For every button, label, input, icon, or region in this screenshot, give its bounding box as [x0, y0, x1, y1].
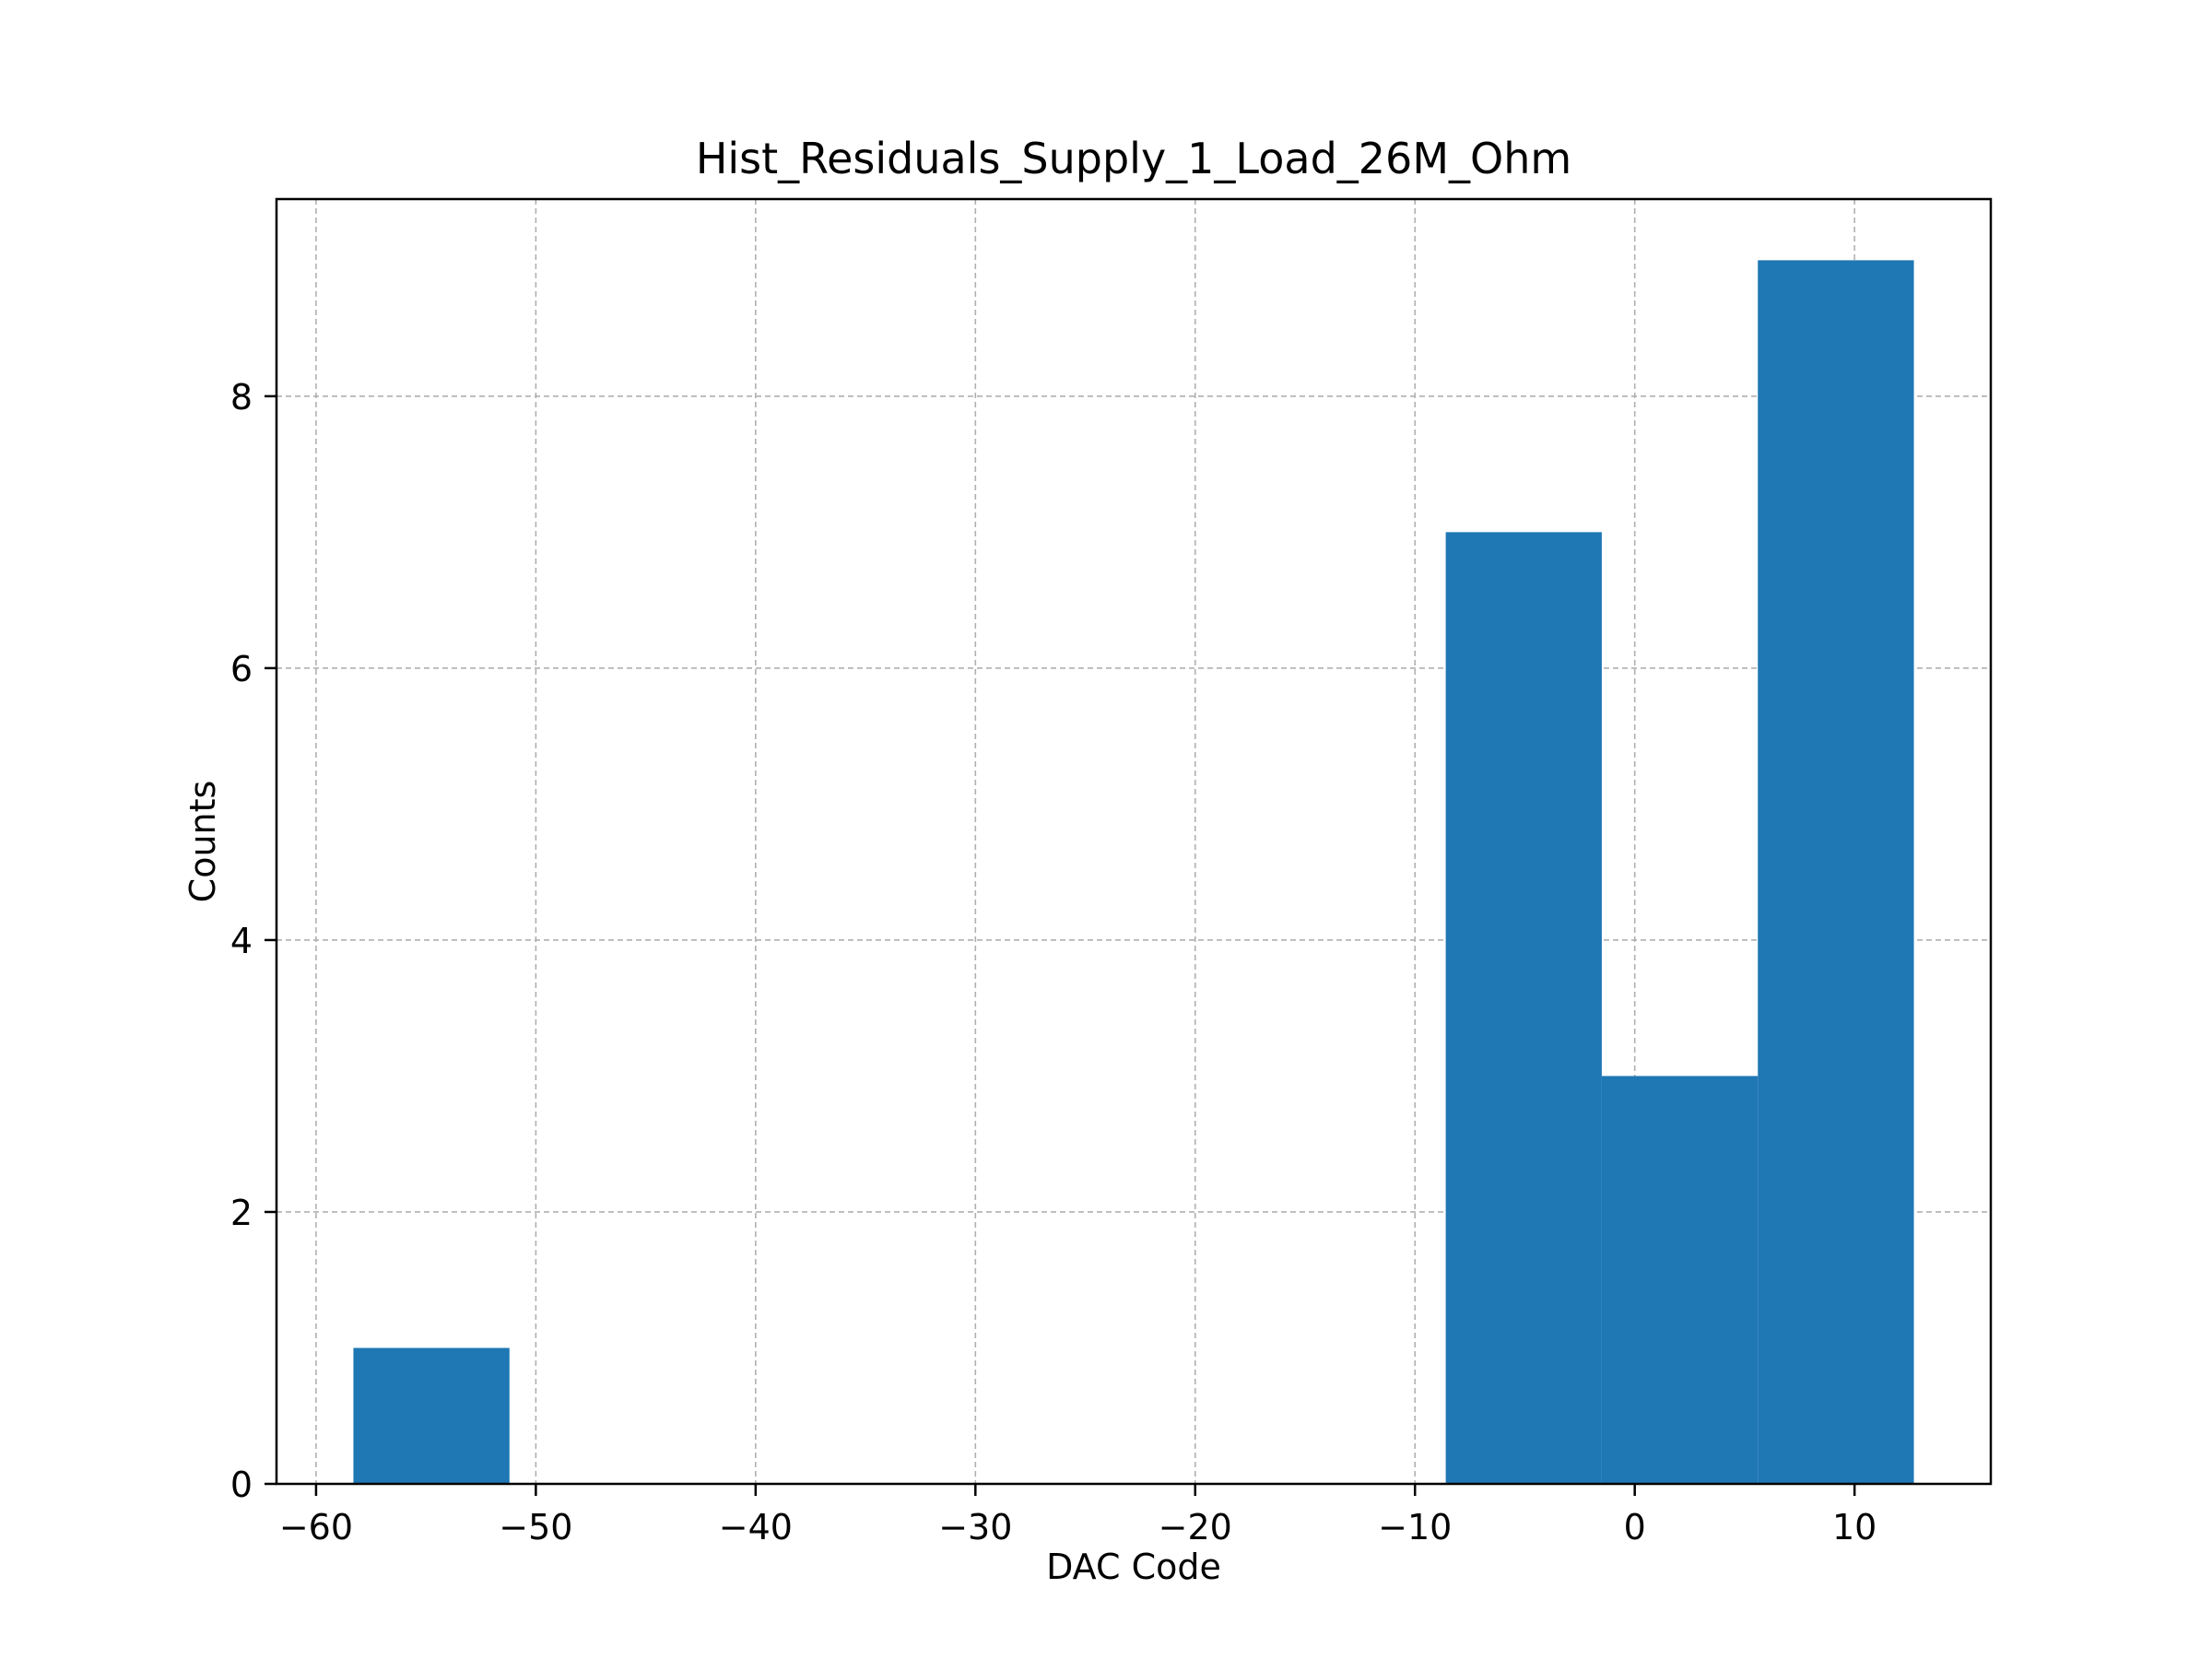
x-tick-label: 10 [1832, 1507, 1877, 1547]
y-tick-label: 2 [230, 1193, 253, 1233]
x-axis-ticks: −60 −50 −40 −30 −20 −10 0 10 [279, 1484, 1877, 1547]
y-axis-ticks: 0 2 4 6 8 [230, 377, 276, 1505]
y-tick-label: 0 [230, 1465, 253, 1505]
histogram-bar [353, 1347, 510, 1484]
plot-frame [275, 197, 1993, 1486]
y-axis-label: Counts [182, 781, 223, 903]
histogram-bars [353, 260, 1914, 1484]
x-tick-label: −40 [719, 1507, 793, 1547]
y-tick-label: 4 [230, 921, 253, 961]
x-tick-label: −10 [1378, 1507, 1452, 1547]
histogram-bar [1445, 532, 1602, 1484]
x-tick-label: 0 [1624, 1507, 1646, 1547]
x-tick-label: −30 [938, 1507, 1012, 1547]
y-tick-label: 8 [230, 377, 253, 418]
x-tick-label: −50 [499, 1507, 572, 1547]
y-tick-label: 6 [230, 649, 253, 689]
histogram-bar [1601, 1076, 1759, 1484]
chart-title: Hist_Residuals_Supply_1_Load_26M_Ohm [696, 134, 1571, 183]
x-tick-label: −60 [279, 1507, 353, 1547]
x-axis-label: DAC Code [1046, 1547, 1221, 1587]
x-tick-label: −20 [1159, 1507, 1232, 1547]
histogram-bar [1758, 260, 1914, 1484]
